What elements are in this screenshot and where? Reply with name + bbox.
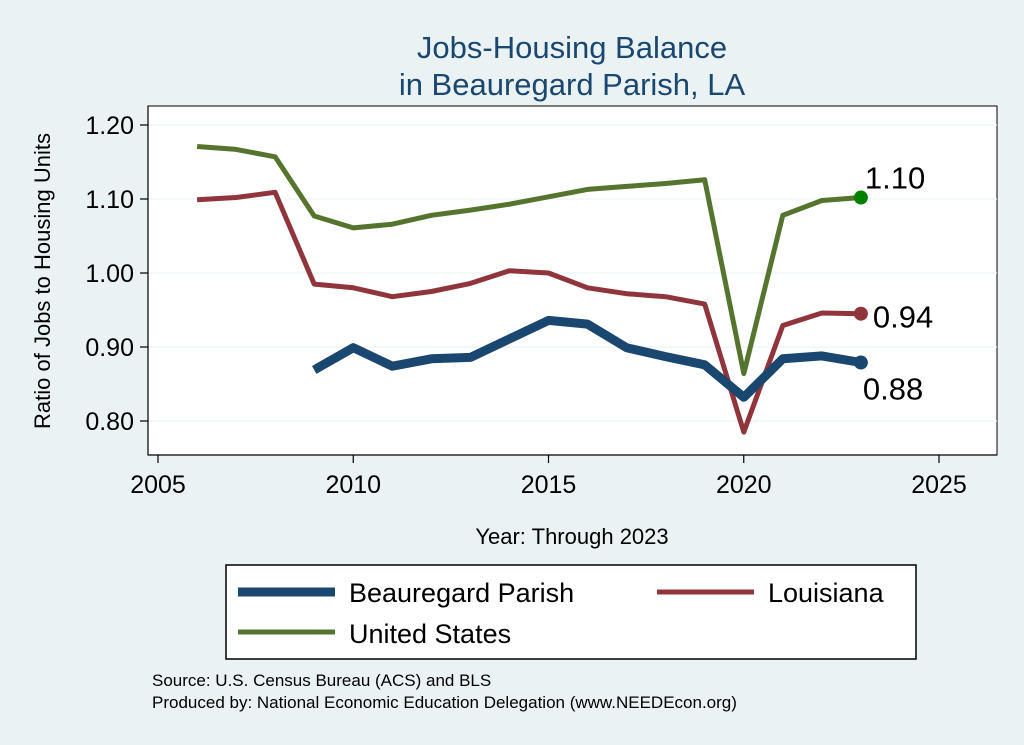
legend-label-louisiana: Louisiana xyxy=(768,578,885,608)
chart-title-line-1: Jobs-Housing Balance xyxy=(417,30,727,65)
x-tick-label: 2005 xyxy=(130,471,186,499)
end-labels: 0.88 0.94 1.10 xyxy=(853,161,933,407)
y-tick-label: 0.80 xyxy=(85,408,134,436)
x-tick-label: 2015 xyxy=(521,471,577,499)
chart-title-line-2: in Beauregard Parish, LA xyxy=(399,67,746,102)
series-line-beauregard xyxy=(311,315,862,402)
end-label-united-states: 1.10 xyxy=(865,161,925,196)
end-marker-beauregard xyxy=(853,355,868,370)
legend: Beauregard Parish Louisiana United State… xyxy=(225,564,917,660)
y-tick-label: 1.10 xyxy=(85,186,134,214)
end-label-beauregard: 0.88 xyxy=(863,372,923,407)
x-tick-label: 2010 xyxy=(325,471,381,499)
legend-box xyxy=(225,564,917,660)
x-tick-label: 2020 xyxy=(716,471,772,499)
end-marker-united-states xyxy=(853,190,868,205)
x-tick-label: 2025 xyxy=(911,471,967,499)
end-label-louisiana: 0.94 xyxy=(873,300,933,335)
axes: 0.80 0.90 1.00 1.10 1.20 2005 2010 2015 2020 2025 xyxy=(85,106,997,499)
y-axis-label: Ratio of Jobs to Housing Units xyxy=(30,133,55,429)
producer-note: Produced by: National Economic Education… xyxy=(152,693,737,712)
y-tick-label: 1.20 xyxy=(85,112,134,140)
series-lines xyxy=(196,144,862,435)
x-axis-label: Year: Through 2023 xyxy=(475,524,668,549)
series-line-united-states xyxy=(196,144,862,377)
y-tick-label: 1.00 xyxy=(85,260,134,288)
series-line-louisiana xyxy=(196,189,861,435)
legend-label-beauregard: Beauregard Parish xyxy=(349,578,574,608)
legend-label-united-states: United States xyxy=(349,619,511,649)
end-marker-louisiana xyxy=(853,306,868,321)
y-tick-label: 0.90 xyxy=(85,334,134,362)
source-note: Source: U.S. Census Bureau (ACS) and BLS xyxy=(152,671,491,690)
